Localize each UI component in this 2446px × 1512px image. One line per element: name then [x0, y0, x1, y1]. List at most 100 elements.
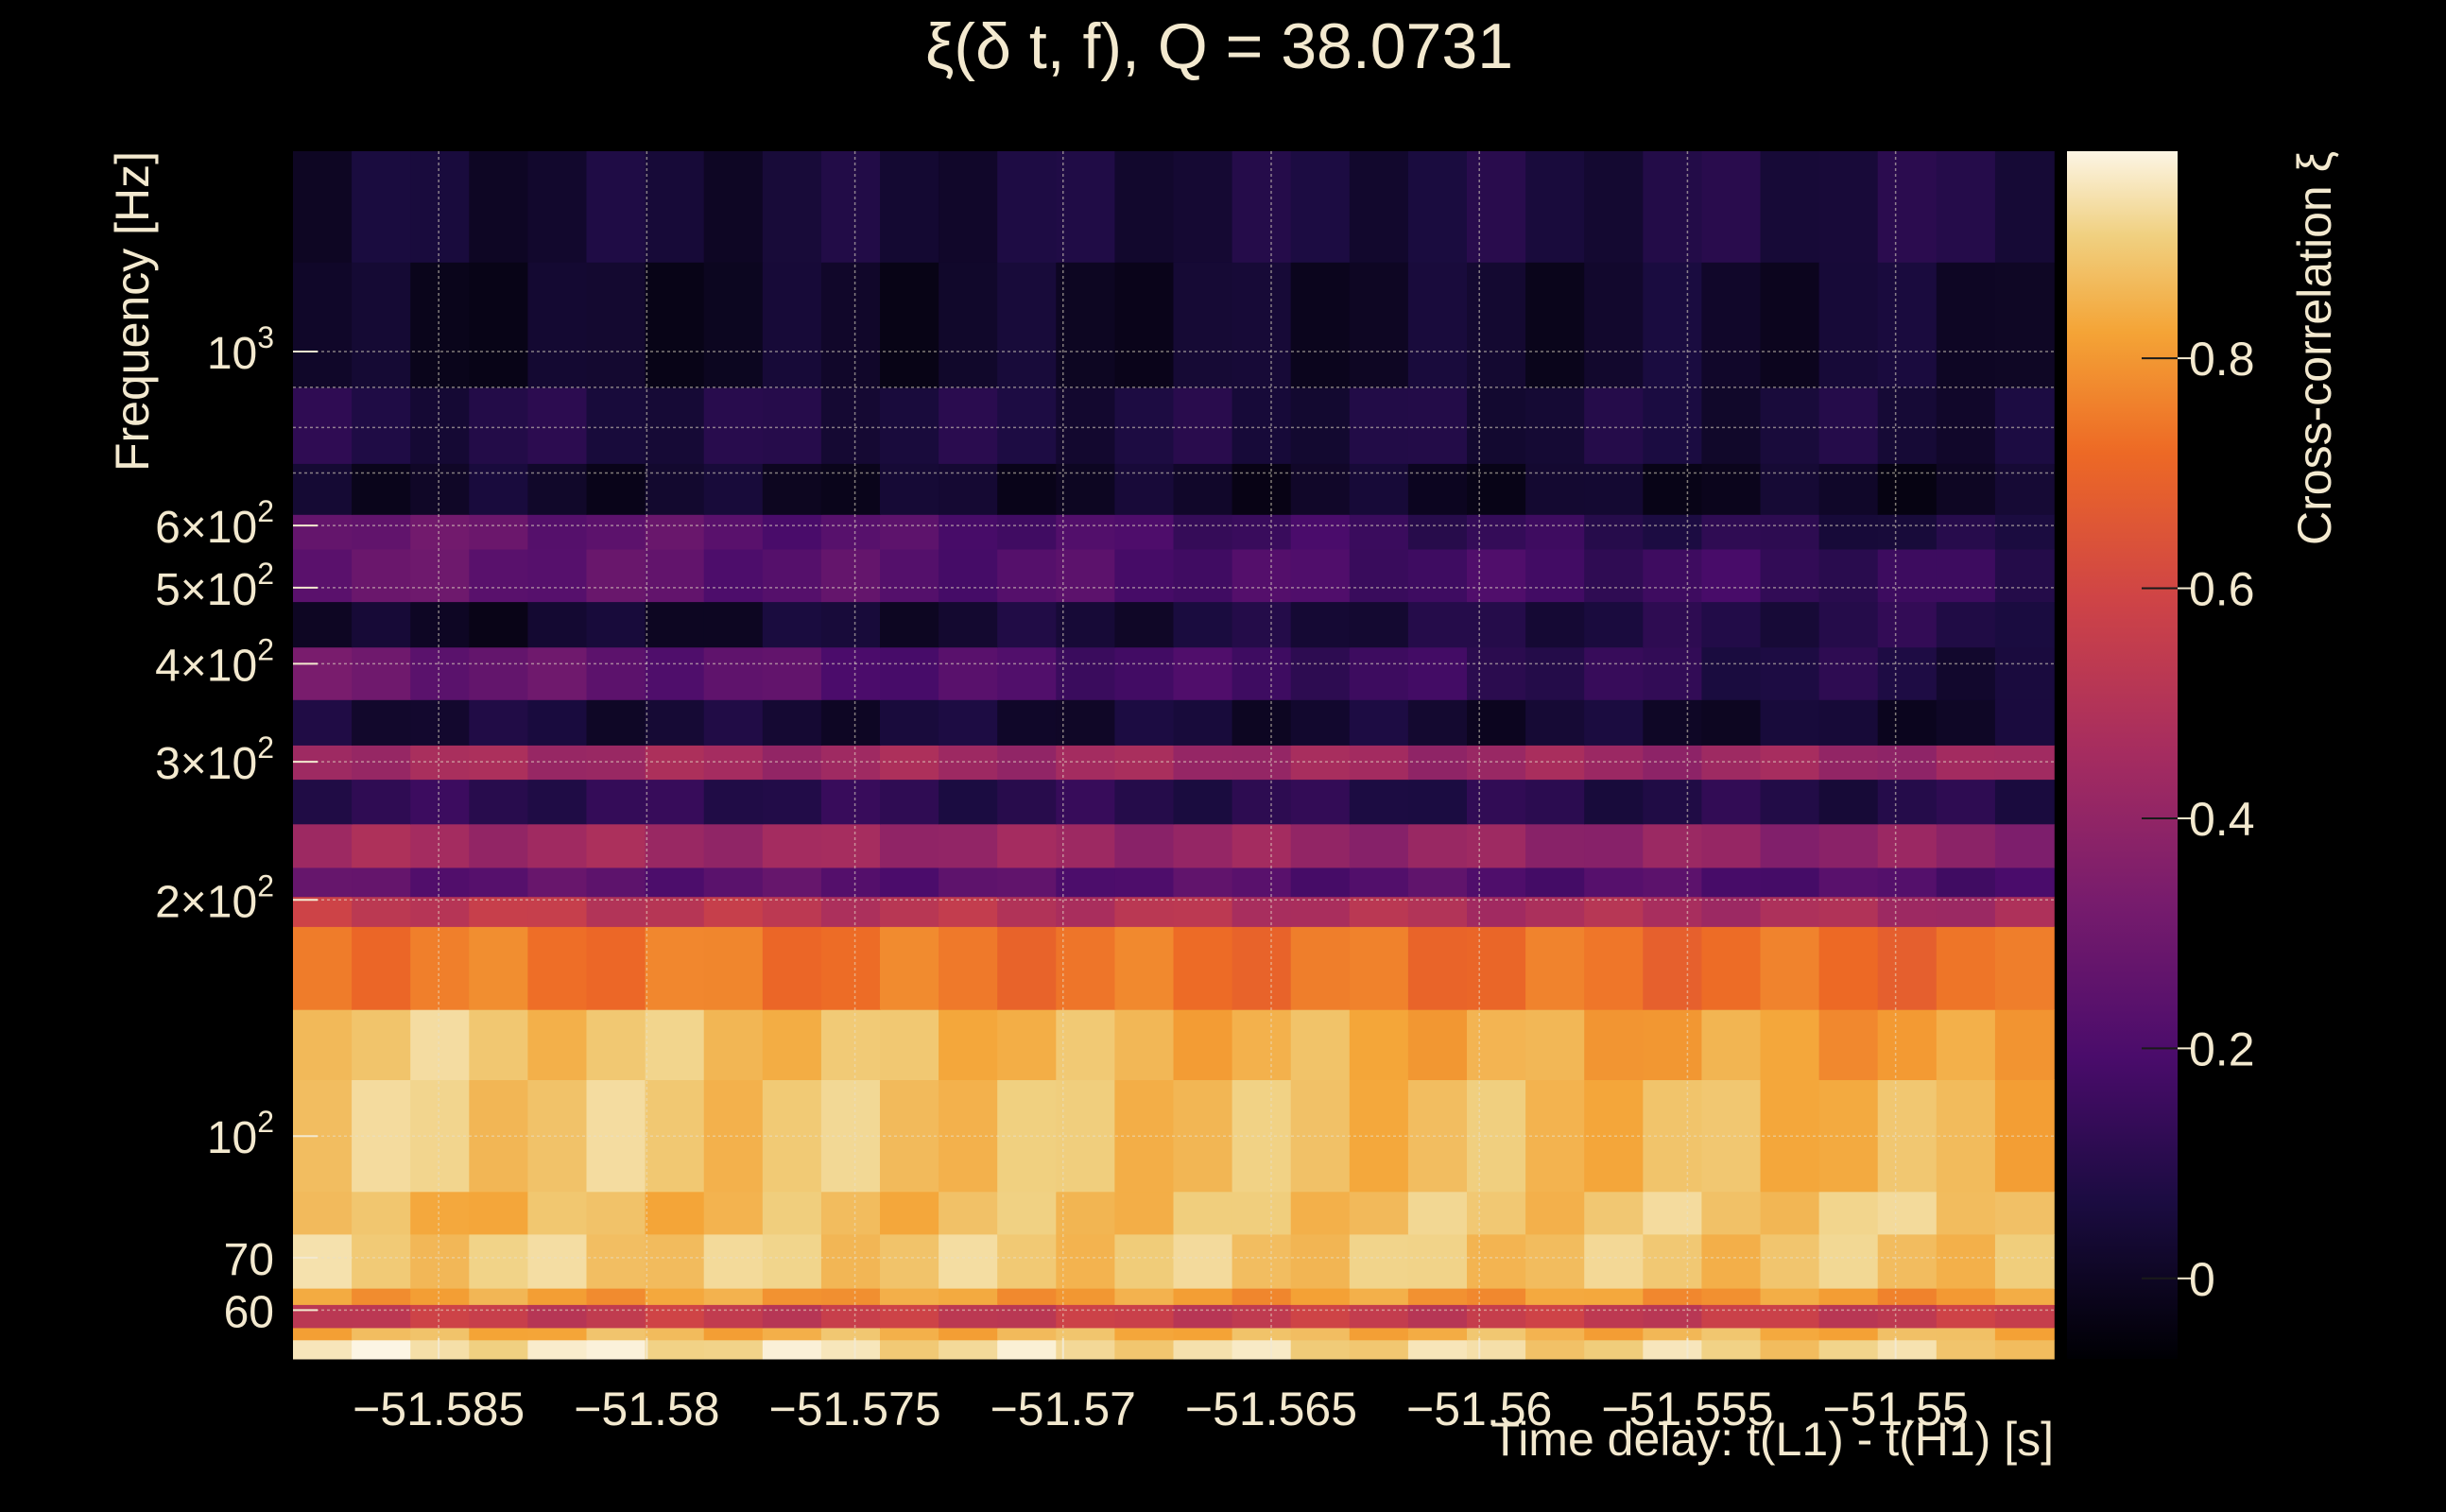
- heatmap-cell: [1114, 1233, 1175, 1289]
- heatmap-cell: [820, 1327, 881, 1341]
- heatmap-cell: [997, 514, 1058, 550]
- x-tick-label: −51.57: [990, 1383, 1136, 1435]
- heatmap-cell: [703, 1304, 764, 1329]
- heatmap-cell: [1701, 1327, 1762, 1341]
- heatmap-cell: [1290, 699, 1351, 746]
- heatmap-cell: [1467, 463, 1526, 515]
- heatmap-cell: [352, 549, 411, 603]
- colorbar-tick-label: 0.4: [2189, 793, 2255, 846]
- heatmap-cell: [527, 151, 588, 263]
- heatmap-cell: [1467, 387, 1526, 464]
- heatmap-cell: [1407, 387, 1468, 464]
- heatmap-cell: [1056, 646, 1116, 700]
- heatmap-cell: [1643, 151, 1703, 263]
- heatmap-cell: [939, 151, 998, 263]
- heatmap-cell: [703, 549, 764, 603]
- heatmap-cell: [645, 1304, 705, 1329]
- heatmap-cell: [410, 151, 471, 263]
- heatmap-cell: [1407, 1009, 1468, 1080]
- heatmap-cell: [1760, 151, 1820, 263]
- heatmap-cell: [1173, 1339, 1233, 1360]
- heatmap-cell: [1936, 646, 1996, 700]
- heatmap-cell: [1290, 1233, 1351, 1289]
- heatmap-cell: [1349, 514, 1409, 550]
- heatmap-cell: [880, 1191, 939, 1235]
- heatmap-cell: [1467, 1339, 1526, 1360]
- heatmap-cell: [1818, 1191, 1879, 1235]
- heatmap-cell: [1173, 779, 1233, 825]
- heatmap-cell: [1818, 1339, 1879, 1360]
- heatmap-cell: [469, 1327, 529, 1341]
- heatmap-cell: [1467, 1009, 1526, 1080]
- heatmap-cell: [880, 646, 939, 700]
- heatmap-cell: [1407, 1288, 1468, 1305]
- heatmap-cell: [1936, 779, 1996, 825]
- heatmap-cell: [762, 463, 822, 515]
- heatmap-cell: [1643, 1339, 1703, 1360]
- heatmap-cell: [1349, 699, 1409, 746]
- heatmap-cell: [1056, 387, 1116, 464]
- heatmap-cell: [1467, 1191, 1526, 1235]
- heatmap-cell: [1701, 1288, 1762, 1305]
- heatmap-cell: [527, 549, 588, 603]
- heatmap-cell: [762, 151, 822, 263]
- heatmap-cell: [1173, 151, 1233, 263]
- heatmap-cell: [586, 926, 646, 1010]
- heatmap-cell: [352, 646, 411, 700]
- heatmap-cell: [1232, 463, 1292, 515]
- heatmap-cell: [1407, 896, 1468, 927]
- heatmap-cell: [703, 699, 764, 746]
- heatmap-cell: [527, 1191, 588, 1235]
- heatmap-cell: [880, 779, 939, 825]
- heatmap-cell: [1877, 867, 1938, 898]
- heatmap-cell: [586, 1339, 646, 1360]
- heatmap-cell: [469, 867, 529, 898]
- heatmap-cell: [527, 1339, 588, 1360]
- heatmap-cell: [1525, 514, 1585, 550]
- heatmap-cell: [469, 1339, 529, 1360]
- heatmap-cell: [820, 867, 881, 898]
- heatmap-cell: [1407, 779, 1468, 825]
- heatmap-cell: [762, 1339, 822, 1360]
- heatmap-cell: [352, 867, 411, 898]
- heatmap-cell: [1290, 1304, 1351, 1329]
- heatmap-cell: [880, 514, 939, 550]
- heatmap-cell: [1760, 926, 1820, 1010]
- heatmap-cell: [1818, 926, 1879, 1010]
- heatmap-cell: [1818, 867, 1879, 898]
- heatmap-cell: [410, 823, 471, 868]
- heatmap-cell: [997, 151, 1058, 263]
- heatmap-cell: [1643, 514, 1703, 550]
- heatmap-cell: [1643, 1191, 1703, 1235]
- heatmap-cell: [1114, 151, 1175, 263]
- heatmap-cell: [1114, 896, 1175, 927]
- heatmap-cell: [1525, 151, 1585, 263]
- heatmap-cell: [1114, 699, 1175, 746]
- heatmap-cell: [293, 549, 353, 603]
- heatmap-cell: [939, 646, 998, 700]
- heatmap-cell: [1877, 1304, 1938, 1329]
- heatmap-cell: [1467, 1327, 1526, 1341]
- heatmap-cell: [1407, 549, 1468, 603]
- heatmap-cell: [586, 601, 646, 648]
- heatmap-cell: [762, 1191, 822, 1235]
- heatmap-cell: [1701, 601, 1762, 648]
- heatmap-cell: [586, 1304, 646, 1329]
- heatmap-cell: [1584, 1191, 1645, 1235]
- heatmap-cell: [1114, 779, 1175, 825]
- heatmap-cell: [1467, 1233, 1526, 1289]
- heatmap-cell: [880, 262, 939, 388]
- heatmap-cell: [1114, 1327, 1175, 1341]
- heatmap-cell: [410, 463, 471, 515]
- heatmap-cell: [352, 1288, 411, 1305]
- heatmap-cell: [293, 1191, 353, 1235]
- heatmap-cell: [293, 779, 353, 825]
- heatmap-cell: [1818, 1009, 1879, 1080]
- heatmap-cell: [1407, 463, 1468, 515]
- heatmap-cell: [1349, 779, 1409, 825]
- heatmap-cell: [1173, 646, 1233, 700]
- heatmap-cell: [820, 1304, 881, 1329]
- heatmap-cell: [880, 867, 939, 898]
- heatmap-cell: [352, 699, 411, 746]
- heatmap-cell: [1349, 1009, 1409, 1080]
